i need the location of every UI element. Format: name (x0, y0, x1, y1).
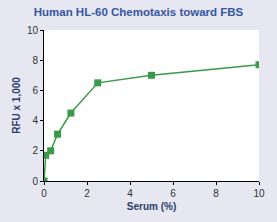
svg-text:2: 2 (32, 145, 38, 156)
svg-text:RFU x 1,000: RFU x 1,000 (11, 77, 22, 134)
svg-text:10: 10 (27, 25, 39, 36)
svg-text:0: 0 (41, 188, 47, 199)
svg-text:8: 8 (213, 188, 219, 199)
svg-text:2: 2 (84, 188, 90, 199)
svg-text:4: 4 (32, 115, 38, 126)
svg-text:Serum (%): Serum (%) (127, 201, 176, 212)
svg-text:10: 10 (253, 188, 265, 199)
svg-text:Human HL-60 Chemotaxis toward: Human HL-60 Chemotaxis toward FBS (34, 6, 244, 18)
svg-text:6: 6 (32, 85, 38, 96)
svg-text:6: 6 (170, 188, 176, 199)
svg-text:4: 4 (127, 188, 133, 199)
svg-text:0: 0 (32, 176, 38, 187)
svg-text:8: 8 (32, 55, 38, 66)
